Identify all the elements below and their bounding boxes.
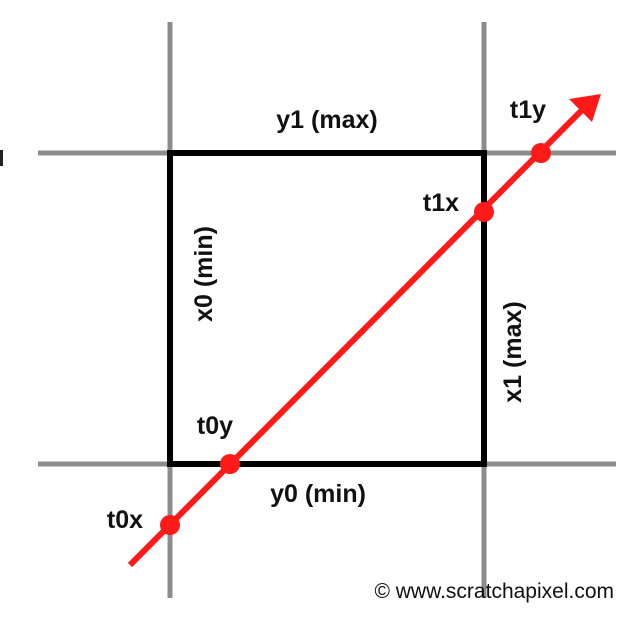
label-t1y: t1y — [510, 96, 546, 124]
intersection-point-t1x — [474, 202, 494, 222]
intersection-point-t0y — [220, 454, 240, 474]
bounding-box — [167, 150, 487, 467]
ray-line — [127, 106, 586, 568]
edge-mark — [0, 150, 3, 166]
ray-arrowhead — [569, 94, 601, 122]
credit-text: © www.scratchapixel.com — [374, 580, 614, 603]
label-t0y: t0y — [197, 412, 233, 440]
label-y1-max: y1 (max) — [276, 106, 377, 134]
label-x1-max: x1 (max) — [499, 301, 527, 402]
label-t0x: t0x — [107, 506, 143, 534]
label-x0-min: x0 (min) — [190, 226, 218, 322]
intersection-point-t0x — [160, 515, 180, 535]
label-y0-min: y0 (min) — [270, 480, 366, 508]
intersection-point-t1y — [531, 143, 551, 163]
label-t1x: t1x — [423, 189, 459, 217]
